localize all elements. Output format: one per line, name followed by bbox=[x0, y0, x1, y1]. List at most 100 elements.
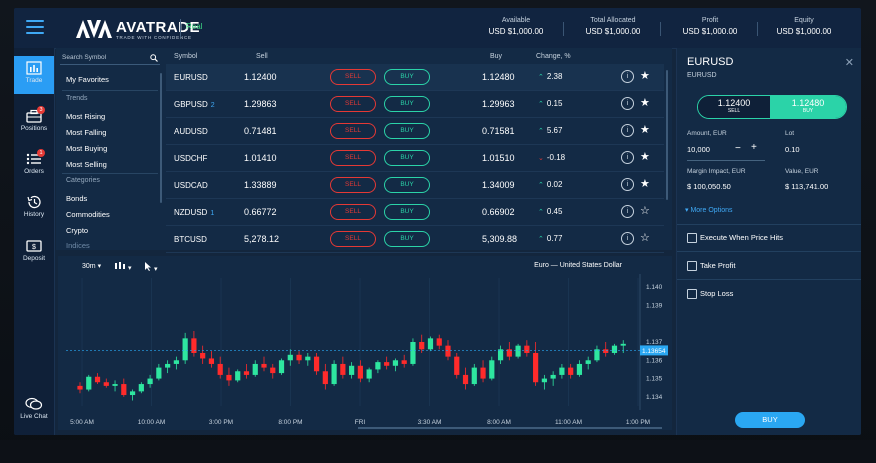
svg-text:$: $ bbox=[32, 244, 36, 251]
menu-bonds[interactable]: Bonds bbox=[66, 194, 88, 203]
buy-button[interactable]: BUY bbox=[384, 123, 430, 139]
candle-body bbox=[305, 356, 311, 361]
star-outline-icon[interactable]: ☆ bbox=[640, 232, 650, 244]
table-row[interactable]: USDCHF 1.01410 SELL BUY 1.01510 ⌄ -0.18 i ★ bbox=[166, 145, 664, 172]
candle-body bbox=[156, 367, 162, 379]
info-icon[interactable]: i bbox=[621, 232, 634, 245]
take-profit-checkbox[interactable] bbox=[687, 261, 697, 271]
lot-label: Lot bbox=[785, 130, 795, 137]
nav-label: Positions bbox=[20, 125, 48, 132]
candle-body bbox=[129, 391, 136, 396]
table-row[interactable]: BTCUSD 5,278.12 SELL BUY 5,309.88 ⌃ 0.77 i ☆ bbox=[166, 226, 664, 253]
candle-type-select[interactable]: ▾ bbox=[114, 262, 131, 272]
sell-button[interactable]: SELL bbox=[330, 150, 376, 166]
sell-button[interactable]: SELL bbox=[330, 177, 376, 193]
cursor-tool-select[interactable]: ▾ bbox=[144, 262, 157, 273]
star-filled-icon[interactable]: ★ bbox=[640, 178, 650, 190]
nav-live-chat[interactable]: Live Chat bbox=[14, 392, 54, 430]
buy-button[interactable]: BUY bbox=[384, 69, 430, 85]
timeframe-select[interactable]: 30m ▾ bbox=[82, 263, 102, 270]
table-row[interactable]: EURUSD 1.12400 SELL BUY 1.12480 ⌃ 2.38 i ★ bbox=[166, 64, 664, 91]
star-outline-icon[interactable]: ☆ bbox=[640, 205, 650, 217]
buy-button[interactable]: BUY bbox=[384, 177, 430, 193]
candle-body bbox=[471, 367, 477, 385]
info-icon[interactable]: i bbox=[621, 124, 634, 137]
hamburger-menu-icon[interactable] bbox=[26, 20, 44, 34]
info-icon[interactable]: i bbox=[621, 151, 634, 164]
x-tick-label: FRI bbox=[355, 419, 366, 426]
nav-deposit[interactable]: $ Deposit bbox=[14, 234, 54, 272]
menu-most-selling[interactable]: Most Selling bbox=[66, 160, 107, 169]
buy-price: 1.34009 bbox=[482, 180, 515, 190]
info-icon[interactable]: i bbox=[621, 178, 634, 191]
menu-most-rising[interactable]: Most Rising bbox=[66, 112, 106, 121]
amount-input[interactable]: 10,000 bbox=[687, 145, 710, 154]
buy-option-label: BUY bbox=[802, 108, 814, 114]
candle-body bbox=[94, 376, 101, 383]
buy-option[interactable]: 1.12480 BUY bbox=[770, 96, 846, 118]
timeframe-value: 30m bbox=[82, 263, 96, 270]
chart-scrollbar[interactable] bbox=[358, 427, 662, 429]
sell-button[interactable]: SELL bbox=[330, 96, 376, 112]
y-tick-label: 1.137 bbox=[646, 339, 663, 346]
sell-button[interactable]: SELL bbox=[330, 123, 376, 139]
sell-button[interactable]: SELL bbox=[330, 69, 376, 85]
info-icon[interactable]: i bbox=[621, 70, 634, 83]
sell-option-label: SELL bbox=[727, 108, 741, 114]
execute-when-price-hits-checkbox[interactable] bbox=[687, 233, 697, 243]
buy-button[interactable]: BUY bbox=[384, 204, 430, 220]
decrease-amount-button[interactable]: − bbox=[735, 143, 741, 154]
menu-commodities[interactable]: Commodities bbox=[66, 210, 110, 219]
candle-body bbox=[86, 376, 92, 390]
nav-orders[interactable]: 1 Orders bbox=[14, 147, 54, 185]
sell-price: 5,278.12 bbox=[244, 234, 280, 244]
close-icon[interactable]: ✕ bbox=[844, 57, 854, 69]
symbol-text: USDCAD bbox=[174, 181, 208, 190]
candlestick-plot[interactable]: 5:00 AM 10:00 AM 3:00 PM 8:00 PM FRI 3:30 AM 8… bbox=[58, 256, 672, 430]
nav-positions[interactable]: 3 Positions bbox=[14, 104, 54, 142]
candle-body bbox=[252, 363, 258, 375]
menu-my-favorites[interactable]: My Favorites bbox=[66, 75, 109, 84]
buy-button[interactable]: BUY bbox=[384, 231, 430, 247]
menu-scrollbar[interactable] bbox=[160, 73, 162, 203]
table-row[interactable]: GBPUSD 2 1.29863 SELL BUY 1.29963 ⌃ 0.15 i ★ bbox=[166, 91, 664, 118]
column-header-symbol: Symbol bbox=[174, 53, 198, 60]
nav-trade[interactable]: Trade bbox=[14, 56, 54, 94]
table-row[interactable]: AUDUSD 0.71481 SELL BUY 0.71581 ⌃ 5.67 i ★ bbox=[166, 118, 664, 145]
increase-amount-button[interactable]: + bbox=[751, 142, 757, 153]
candle-body bbox=[594, 349, 600, 361]
buy-submit-button[interactable]: BUY bbox=[735, 412, 805, 428]
info-icon[interactable]: i bbox=[621, 97, 634, 110]
menu-most-buying[interactable]: Most Buying bbox=[66, 144, 108, 153]
star-filled-icon[interactable]: ★ bbox=[640, 151, 650, 163]
chart-bars-icon bbox=[26, 61, 42, 75]
info-icon[interactable]: i bbox=[621, 205, 634, 218]
menu-indices[interactable]: Indices bbox=[66, 241, 90, 250]
account-mode[interactable]: Real bbox=[186, 22, 203, 31]
menu-crypto[interactable]: Crypto bbox=[66, 226, 89, 235]
menu-most-falling[interactable]: Most Falling bbox=[66, 128, 107, 137]
star-filled-icon[interactable]: ★ bbox=[640, 70, 650, 82]
sell-button[interactable]: SELL bbox=[330, 231, 376, 247]
star-filled-icon[interactable]: ★ bbox=[640, 97, 650, 109]
sell-option[interactable]: 1.12400 SELL bbox=[698, 96, 770, 118]
current-price-tag bbox=[640, 345, 668, 356]
arrow-up-icon: ⌃ bbox=[538, 74, 544, 81]
margin-impact-value: $ 100,050.50 bbox=[687, 182, 731, 191]
buy-button[interactable]: BUY bbox=[384, 150, 430, 166]
table-row[interactable]: NZDUSD 1 0.66772 SELL BUY 0.66902 ⌃ 0.45 i ☆ bbox=[166, 199, 664, 226]
direction-toggle[interactable]: 1.12400 SELL 1.12480 BUY bbox=[697, 95, 847, 119]
search-icon[interactable] bbox=[150, 54, 158, 62]
lot-value: 0.10 bbox=[785, 145, 800, 154]
table-scrollbar[interactable] bbox=[666, 70, 668, 200]
nav-history[interactable]: History bbox=[14, 190, 54, 228]
sell-button[interactable]: SELL bbox=[330, 204, 376, 220]
table-row[interactable]: USDCAD 1.33889 SELL BUY 1.34009 ⌃ 0.02 i ★ bbox=[166, 172, 664, 199]
buy-button[interactable]: BUY bbox=[384, 96, 430, 112]
search-input[interactable]: Search Symbol bbox=[60, 52, 160, 65]
star-filled-icon[interactable]: ★ bbox=[640, 124, 650, 136]
more-options-link[interactable]: ▾ More Options bbox=[685, 207, 733, 214]
stop-loss-checkbox[interactable] bbox=[687, 289, 697, 299]
sell-price: 1.29863 bbox=[244, 99, 277, 109]
symbol-text: AUDUSD bbox=[174, 127, 208, 136]
